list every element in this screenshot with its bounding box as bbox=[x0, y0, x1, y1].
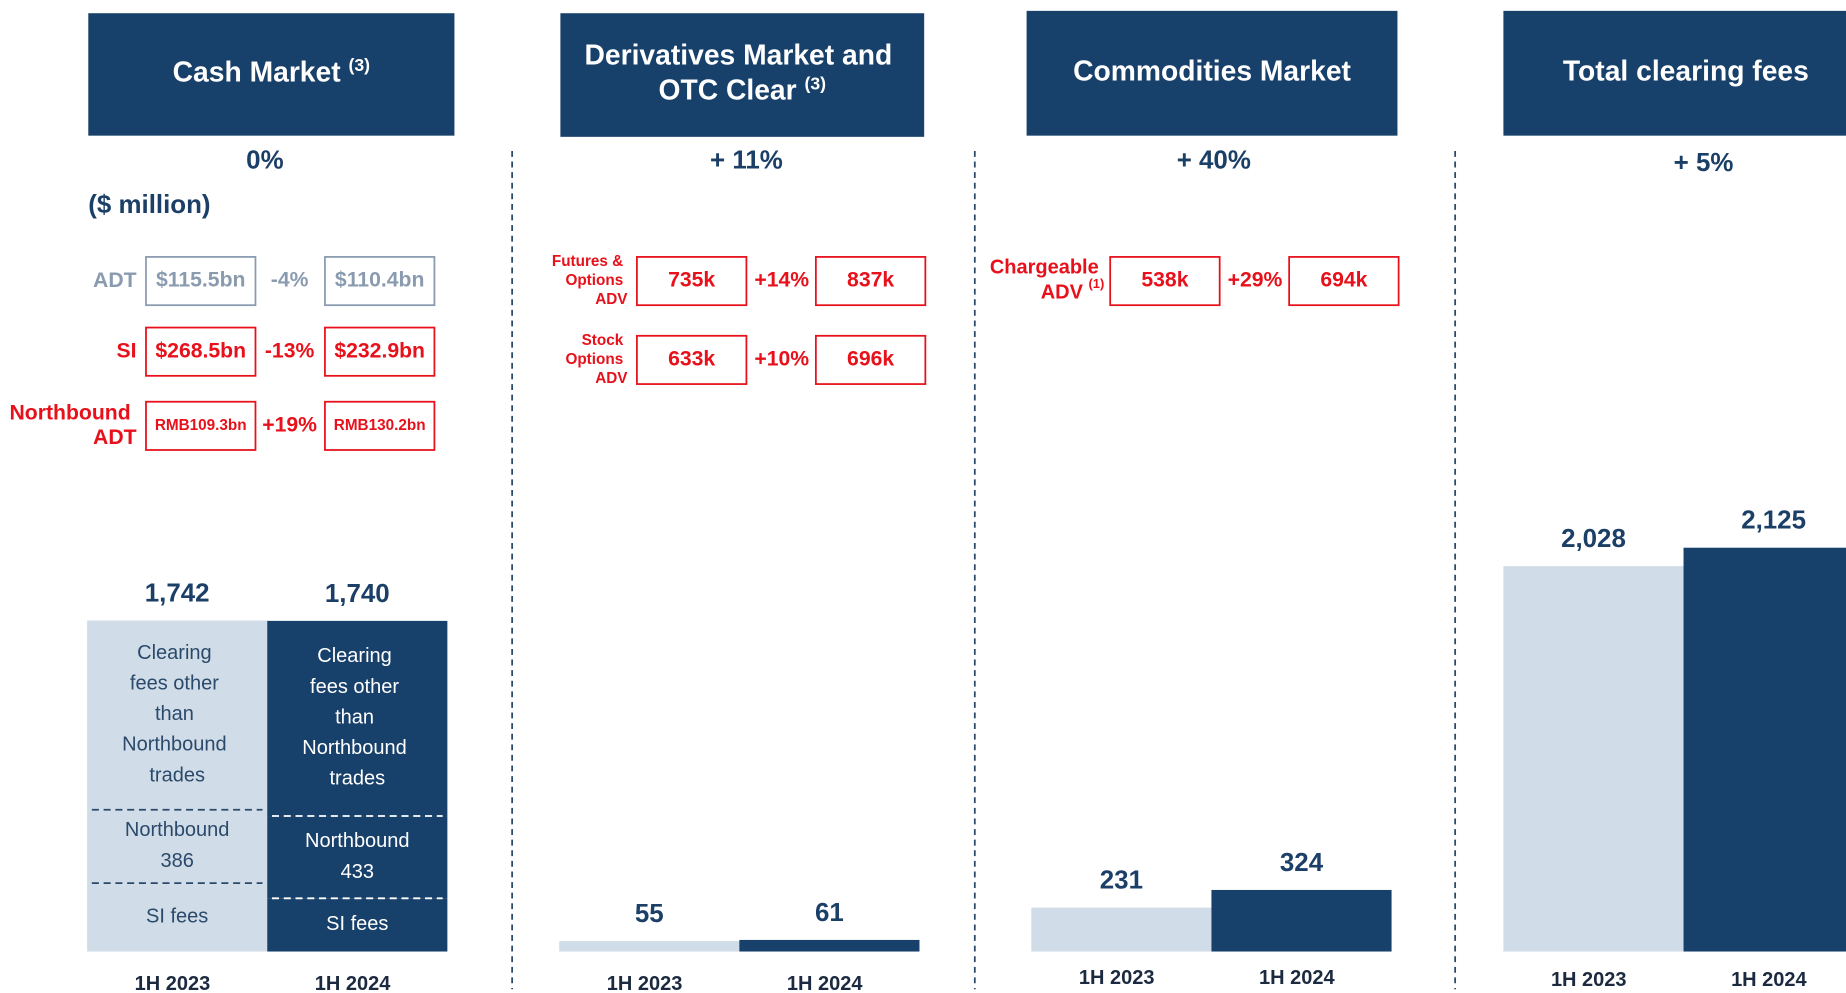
metric-value: 538k bbox=[1141, 269, 1188, 292]
bar bbox=[1503, 566, 1684, 952]
metric-value: 633k bbox=[668, 348, 715, 371]
metric-box bbox=[636, 256, 748, 307]
metric-box bbox=[636, 334, 748, 385]
x-tick-label: 1H 2024 bbox=[787, 973, 863, 993]
change: + 11% bbox=[710, 146, 783, 174]
change: 0% bbox=[246, 146, 283, 174]
panel-title: Total clearing fees bbox=[1563, 55, 1809, 87]
bar bbox=[1211, 889, 1392, 952]
metric-label: Northbound ADT bbox=[9, 401, 136, 449]
panel-title: Cash Market (3) bbox=[173, 55, 370, 88]
metric-value: $268.5bn bbox=[155, 339, 246, 362]
metric-value: $110.4bn bbox=[335, 269, 425, 292]
bar bbox=[559, 941, 740, 952]
metric-box bbox=[1288, 256, 1400, 307]
segment-label: SI fees bbox=[326, 913, 388, 935]
unit: ($ million) bbox=[88, 191, 210, 219]
metric-value: RMB109.3bn bbox=[155, 417, 247, 434]
panel-header bbox=[1026, 10, 1398, 136]
x-tick-label: 1H 2024 bbox=[1259, 967, 1335, 989]
x-tick-label: 1H 2024 bbox=[1731, 969, 1807, 991]
metric-value: $232.9bn bbox=[334, 339, 425, 362]
metric-label: Stock Options ADV bbox=[565, 332, 628, 387]
x-tick-label: 1H 2023 bbox=[607, 973, 683, 993]
segment-label: Northbound bbox=[305, 830, 410, 852]
metric-box bbox=[324, 400, 436, 451]
metric-label-note: (1) bbox=[1088, 277, 1104, 292]
bar-segment bbox=[267, 898, 448, 952]
segment-label: Clearing fees other than Northbound trad… bbox=[302, 646, 412, 790]
metric-value: 837k bbox=[847, 269, 894, 292]
metric-box bbox=[145, 326, 257, 377]
bar bbox=[739, 939, 920, 952]
metric-value: $115.5bn bbox=[156, 269, 246, 292]
segment-label: Clearing fees other than Northbound trad… bbox=[122, 642, 232, 786]
panel-header bbox=[88, 13, 455, 136]
value-label: 61 bbox=[815, 899, 844, 927]
x-tick-label: 1H 2023 bbox=[135, 973, 211, 993]
x-tick-label: 1H 2024 bbox=[315, 973, 391, 993]
metric-box bbox=[324, 326, 436, 377]
panel-header bbox=[560, 13, 925, 137]
segment-label: Northbound bbox=[125, 819, 230, 841]
segment-label: SI fees bbox=[146, 906, 208, 928]
metric-change: +19% bbox=[262, 413, 317, 436]
metric-change: -4% bbox=[271, 269, 309, 292]
value-label: 2,028 bbox=[1561, 525, 1626, 553]
segment-value: 386 bbox=[160, 850, 193, 872]
metric-box bbox=[814, 256, 927, 307]
metric-label: SI bbox=[117, 339, 137, 362]
panel-title: Commodities Market bbox=[1073, 55, 1351, 87]
bar-segment bbox=[87, 809, 268, 884]
x-tick-label: 1H 2023 bbox=[1079, 967, 1155, 989]
bar bbox=[1031, 907, 1212, 952]
metric-change: -13% bbox=[265, 339, 315, 362]
bar-segment bbox=[87, 620, 268, 810]
metric-box bbox=[145, 400, 257, 451]
total-label: 1,740 bbox=[325, 580, 390, 608]
metric-box bbox=[814, 334, 927, 385]
value-label: 324 bbox=[1280, 849, 1324, 877]
metric-value: 735k bbox=[668, 269, 715, 292]
bar-segment bbox=[267, 816, 448, 899]
metric-label: ADT bbox=[93, 269, 137, 292]
segment-value: 433 bbox=[341, 861, 374, 883]
bar bbox=[1683, 547, 1846, 952]
panel-header bbox=[1503, 10, 1846, 136]
metric-box bbox=[1109, 256, 1221, 307]
value-label: 2,125 bbox=[1741, 507, 1806, 535]
value-label: 231 bbox=[1100, 867, 1143, 895]
total-label: 1,742 bbox=[145, 579, 210, 607]
metric-value: 694k bbox=[1320, 269, 1367, 292]
metric-box bbox=[145, 256, 257, 307]
change: + 40% bbox=[1177, 146, 1251, 174]
metric-change: +10% bbox=[754, 348, 809, 371]
x-tick-label: 1H 2023 bbox=[1551, 969, 1627, 991]
metric-label: Chargeable ADV (1) bbox=[990, 257, 1104, 304]
bar-segment bbox=[267, 620, 448, 817]
bar-segment bbox=[87, 883, 268, 952]
panel-title: Derivatives Market and OTC Clear (3) bbox=[584, 39, 900, 106]
value-label: 55 bbox=[635, 900, 664, 928]
change: + 5% bbox=[1674, 149, 1734, 177]
panel-title-note: (3) bbox=[805, 73, 827, 93]
panel-title-note: (3) bbox=[349, 55, 371, 75]
metric-change: +29% bbox=[1228, 269, 1283, 292]
metric-value: 696k bbox=[847, 348, 894, 371]
metric-box bbox=[324, 256, 436, 307]
metric-value: RMB130.2bn bbox=[334, 417, 426, 434]
metric-change: +14% bbox=[754, 269, 809, 292]
metric-label: Futures & Options ADV bbox=[552, 253, 628, 308]
